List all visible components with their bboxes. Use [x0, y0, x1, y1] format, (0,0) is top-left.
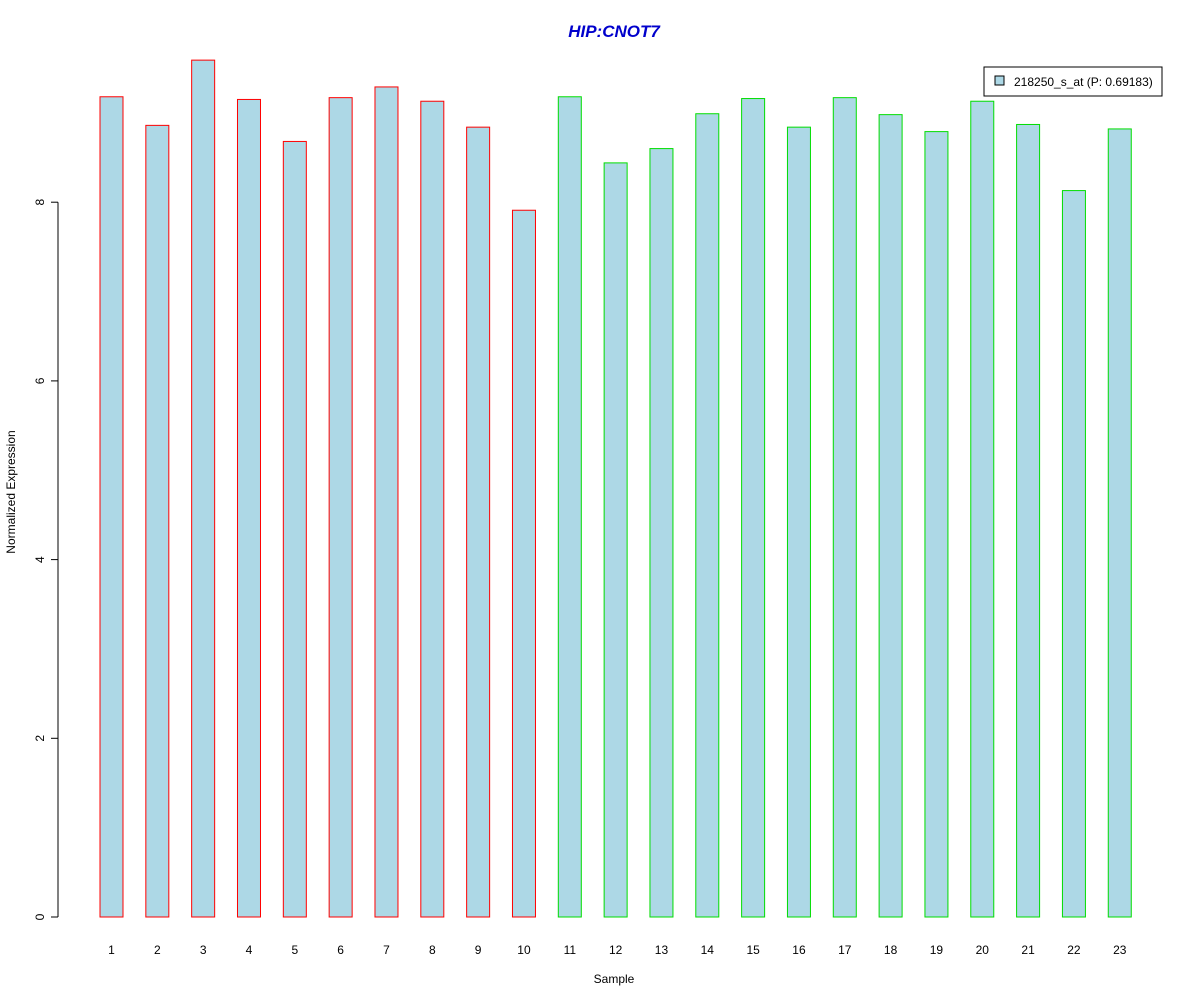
x-axis-label: Sample [594, 972, 635, 986]
bar [1061, 190, 1086, 918]
bar [420, 100, 445, 918]
x-tick-label: 23 [1113, 943, 1127, 957]
bar [282, 140, 307, 918]
bar [374, 86, 399, 918]
bar [649, 148, 674, 918]
bar [557, 96, 582, 918]
x-tick-label: 4 [246, 943, 253, 957]
y-axis: 0 2 4 6 8 [33, 199, 59, 920]
y-tick-label: 8 [33, 199, 47, 206]
x-tick-label: 10 [517, 943, 531, 957]
legend-box [983, 66, 1163, 97]
x-tick-label: 18 [884, 943, 898, 957]
x-tick-label: 15 [746, 943, 760, 957]
bar [695, 113, 720, 918]
bar [466, 126, 491, 918]
x-tick-label: 21 [1021, 943, 1035, 957]
x-tick-label: 14 [701, 943, 715, 957]
bar [236, 98, 261, 918]
x-tick-label: 22 [1067, 943, 1081, 957]
bar [1107, 128, 1132, 918]
bar-series [99, 59, 1132, 918]
x-tick-label: 17 [838, 943, 852, 957]
y-tick-label: 2 [33, 735, 47, 742]
x-tick-label: 3 [200, 943, 207, 957]
bar [603, 162, 628, 918]
x-tick-label: 9 [475, 943, 482, 957]
x-tick-label: 19 [930, 943, 944, 957]
x-tick-label: 6 [337, 943, 344, 957]
bar [145, 124, 170, 918]
x-tick-label: 1 [108, 943, 115, 957]
x-tick-label: 5 [291, 943, 298, 957]
bar [924, 131, 949, 918]
bar [191, 59, 216, 918]
y-tick-label: 6 [33, 377, 47, 384]
bar [99, 96, 124, 918]
bar [786, 126, 811, 918]
y-axis-label: Normalized Expression [4, 430, 18, 553]
y-tick-label: 4 [33, 556, 47, 563]
y-tick-label: 0 [33, 913, 47, 920]
x-tick-label: 7 [383, 943, 390, 957]
chart-title: HIP:CNOT7 [568, 22, 661, 41]
x-tick-label: 2 [154, 943, 161, 957]
bar [511, 209, 536, 918]
bar [970, 100, 995, 918]
x-tick-label: 11 [564, 943, 577, 957]
bar [1016, 123, 1041, 918]
x-tick-label: 13 [655, 943, 669, 957]
bar [741, 98, 766, 918]
legend-label: 218250_s_at (P: 0.69183) [1014, 75, 1153, 89]
legend-swatch [994, 75, 1005, 86]
legend: 218250_s_at (P: 0.69183) [983, 66, 1163, 97]
x-axis: 1 2 3 4 5 6 7 8 9 10 11 12 13 14 15 16 17 18 19 20 21 22 23 [108, 943, 1127, 957]
x-tick-label: 8 [429, 943, 436, 957]
x-tick-label: 20 [976, 943, 990, 957]
x-tick-label: 16 [792, 943, 806, 957]
bar [832, 97, 857, 918]
x-tick-label: 12 [609, 943, 623, 957]
bar [878, 114, 903, 918]
bar [328, 97, 353, 918]
